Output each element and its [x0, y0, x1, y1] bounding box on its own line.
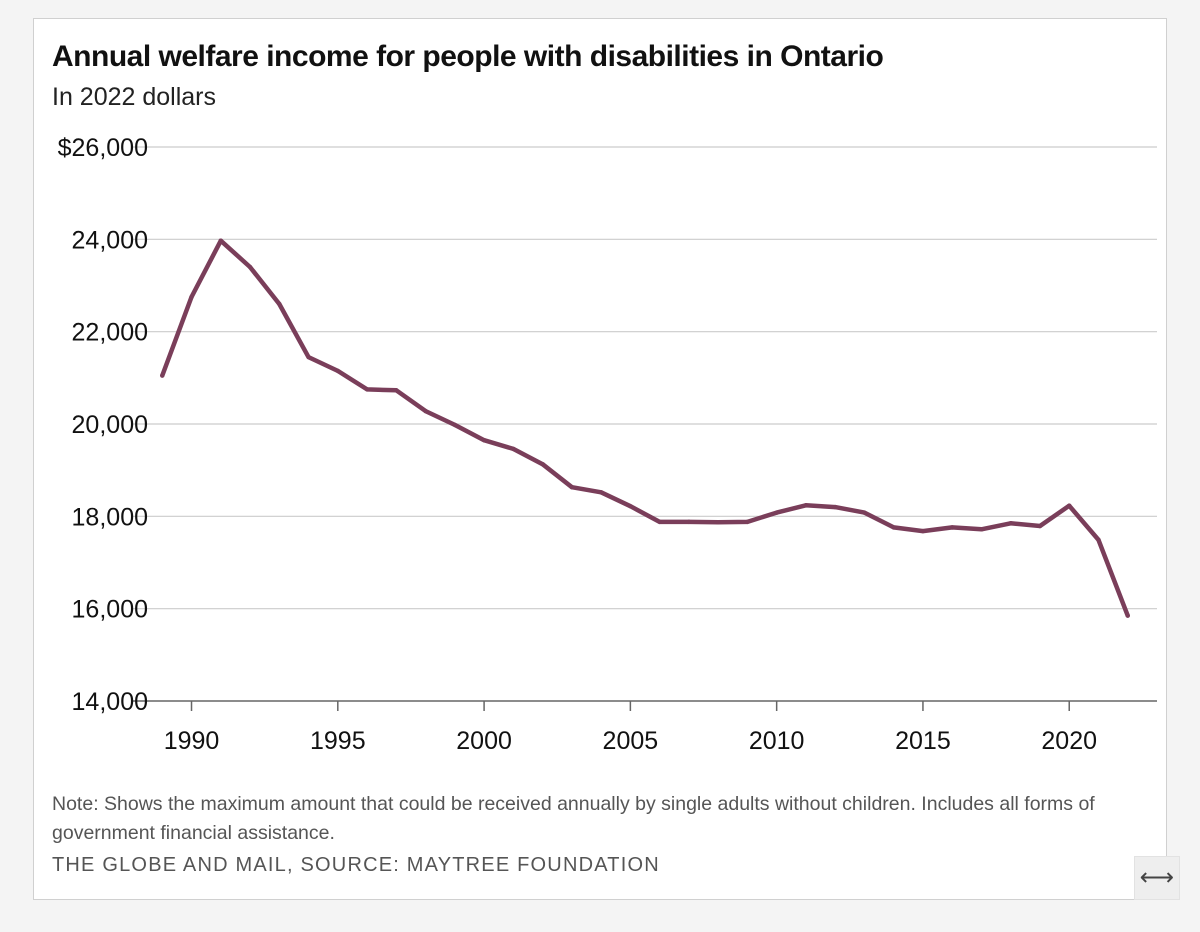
data-point: [628, 503, 633, 509]
data-point: [423, 408, 428, 414]
x-tick-label: 1995: [310, 727, 366, 755]
data-point: [920, 528, 926, 534]
data-point: [452, 422, 458, 428]
chart-title: Annual welfare income for people with di…: [52, 40, 884, 73]
expand-icon[interactable]: ⟷: [1134, 856, 1180, 900]
data-point: [832, 504, 838, 510]
series-line: [160, 238, 1130, 618]
data-point: [189, 294, 194, 300]
data-point: [218, 238, 223, 243]
gridlines: [133, 146, 1157, 702]
data-point: [306, 354, 311, 360]
data-point: [891, 525, 896, 530]
x-axis: 1990 1995 2000 2005 2010 2015 2020: [164, 701, 1097, 755]
y-tick-label: 22,000: [72, 319, 148, 347]
x-tick-label: 2020: [1041, 727, 1097, 755]
chart-card: [33, 18, 1167, 900]
data-point: [247, 264, 253, 270]
data-point: [745, 519, 750, 525]
data-point: [540, 461, 545, 467]
series-layer: [160, 238, 1130, 618]
y-tick-label: 20,000: [72, 411, 148, 439]
x-tick-label: 2005: [603, 727, 659, 755]
data-point: [335, 368, 340, 374]
data-point: [715, 520, 721, 525]
data-point: [862, 510, 867, 515]
data-point: [481, 437, 487, 443]
data-point: [1008, 521, 1013, 526]
data-point: [511, 446, 516, 452]
chart-subtitle: In 2022 dollars: [52, 83, 217, 111]
data-point: [598, 490, 604, 495]
data-point: [657, 519, 662, 525]
x-tick-label: 2000: [456, 727, 512, 755]
data-point: [1067, 503, 1072, 508]
y-tick-label: 16,000: [72, 596, 148, 624]
y-tick-label: $26,000: [58, 134, 148, 162]
x-tick-label: 1990: [164, 727, 220, 755]
data-point: [569, 485, 575, 490]
x-tick-label: 2015: [895, 727, 951, 755]
chart-note: Note: Shows the maximum amount that coul…: [52, 793, 1095, 844]
source-credit: THE GLOBE AND MAIL, SOURCE: MAYTREE FOUN…: [52, 854, 660, 876]
data-point: [950, 525, 955, 530]
data-point: [160, 373, 165, 378]
data-point: [774, 510, 779, 515]
data-point: [1037, 523, 1043, 529]
data-point: [277, 301, 282, 307]
data-point: [1096, 537, 1101, 543]
data-point: [803, 503, 809, 508]
data-point: [394, 388, 399, 393]
y-tick-label: 18,000: [72, 503, 148, 531]
data-point: [686, 519, 692, 525]
y-tick-label: 24,000: [72, 226, 148, 254]
y-tick-label: 14,000: [72, 688, 148, 716]
data-point: [1125, 613, 1130, 618]
y-axis-labels: 14,000 16,000 18,000 20,000 22,000 24,000 $26,…: [58, 134, 148, 716]
data-point: [979, 527, 984, 532]
data-point: [364, 387, 370, 392]
x-tick-label: 2010: [749, 727, 805, 755]
